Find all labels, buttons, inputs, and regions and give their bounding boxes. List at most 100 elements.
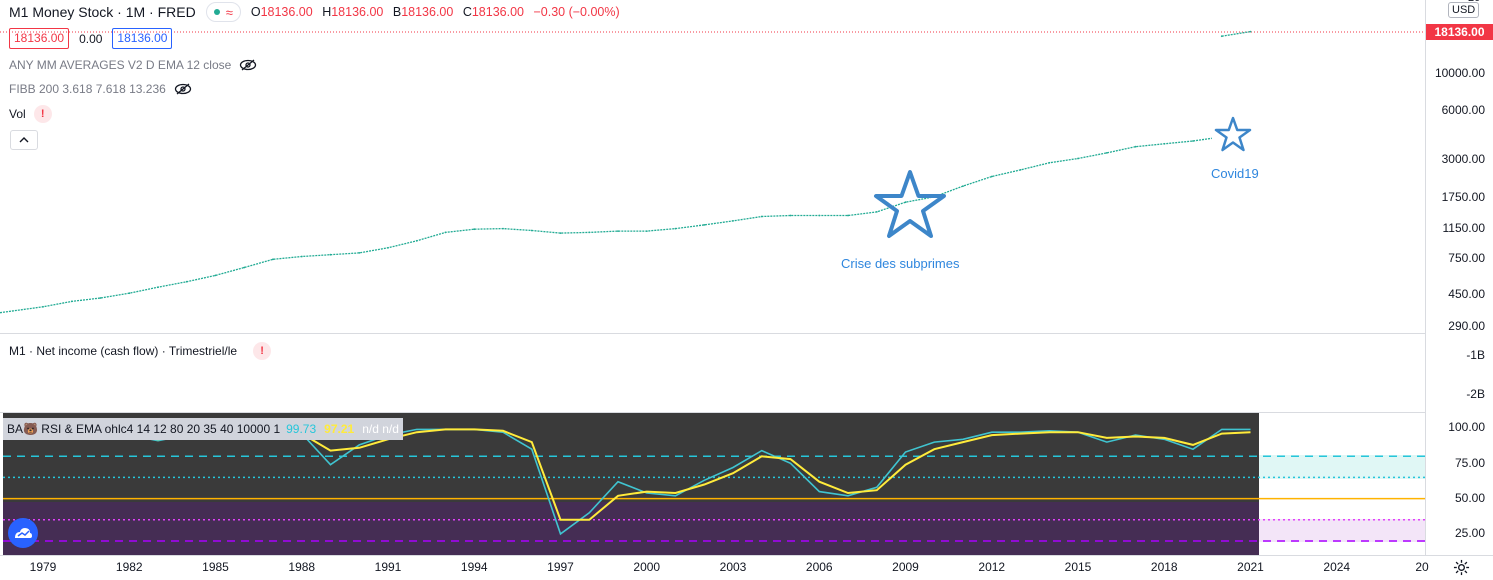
low-value: 18136.00 xyxy=(401,5,454,19)
currency-button[interactable]: USD xyxy=(1448,2,1480,18)
price-point xyxy=(329,253,332,256)
net-income-pane[interactable] xyxy=(0,334,1425,413)
warning-icon[interactable]: ! xyxy=(33,105,52,123)
time-axis-label: 2000 xyxy=(633,560,661,574)
close-label: C xyxy=(462,5,472,19)
indicator-row-vol[interactable]: Vol ! xyxy=(9,105,52,123)
indicator-row-ma[interactable]: ANY MM AVERAGES V2 D EMA 12 close xyxy=(9,58,257,72)
low-label: B xyxy=(392,5,402,19)
price-point xyxy=(128,292,131,295)
price-point xyxy=(243,266,246,269)
eye-slash-icon[interactable] xyxy=(239,59,257,71)
price-point xyxy=(559,232,562,235)
price-point xyxy=(1220,35,1223,38)
collapse-legend-button[interactable] xyxy=(10,130,38,150)
time-axis-label: 2021 xyxy=(1237,560,1264,574)
rsi-oversold-zone-ext xyxy=(1259,519,1425,542)
rsi-scale-label: 50.00 xyxy=(1454,491,1485,505)
price-point xyxy=(1048,161,1051,164)
warning-icon[interactable]: ! xyxy=(253,342,272,360)
indicator-label[interactable]: FIBB 200 3.618 7.618 13.236 xyxy=(9,82,166,96)
high-value: 18136.00 xyxy=(331,5,384,19)
change-value: −0.30 (−0.00%) xyxy=(533,5,620,19)
sell-price-button[interactable]: 18136.00 xyxy=(9,28,70,49)
net-income-label[interactable]: M1 · Net income (cash flow) · Trimestrie… xyxy=(9,344,238,358)
time-axis-label: 2003 xyxy=(719,560,747,574)
price-point xyxy=(732,220,734,222)
eye-slash-icon[interactable] xyxy=(174,83,192,95)
annotation-subprimes[interactable]: Crise des subprimes xyxy=(841,256,960,271)
price-line-post2020 xyxy=(1221,30,1251,37)
price-scale-label: 1750.00 xyxy=(1441,190,1485,204)
star-icon[interactable] xyxy=(872,168,948,240)
buy-price-button[interactable]: 18136.00 xyxy=(112,28,173,49)
price-point xyxy=(904,201,907,204)
settings-gear-icon[interactable] xyxy=(1453,559,1470,576)
price-point xyxy=(1134,145,1137,148)
indicator-label[interactable]: ANY MM AVERAGES V2 D EMA 12 close xyxy=(9,58,232,72)
price-point xyxy=(1249,30,1252,33)
open-value: 18136.00 xyxy=(260,5,313,19)
rsi-level-lines xyxy=(3,455,1425,542)
net-income-scale-label: -1B xyxy=(1466,348,1485,362)
price-point xyxy=(588,231,591,234)
time-axis-label: 1991 xyxy=(374,560,402,574)
price-point xyxy=(847,214,849,217)
trade-buttons: 18136.00 0.00 18136.00 xyxy=(9,28,173,49)
price-point xyxy=(962,185,964,188)
time-axis-label: 2006 xyxy=(805,560,833,574)
time-axis-label: 1988 xyxy=(288,560,316,574)
time-axis-label: 2015 xyxy=(1064,560,1092,574)
price-point xyxy=(875,211,878,213)
rsi-oversold-zone xyxy=(3,502,1259,555)
time-axis[interactable] xyxy=(0,555,1493,580)
price-scale-label: 3000.00 xyxy=(1441,152,1485,166)
price-point xyxy=(157,286,159,289)
rsi-label[interactable]: BA🐻 RSI & EMA ohlc4 14 12 80 20 35 40 10… xyxy=(7,422,281,436)
price-point xyxy=(1019,169,1022,171)
ohlc-values: O18136.00 H18136.00 B18136.00 C18136.00 … xyxy=(251,5,620,19)
annotation-covid[interactable]: Covid19 xyxy=(1211,166,1259,181)
price-scale-label: 290.00 xyxy=(1448,319,1485,333)
main-chart-pane[interactable] xyxy=(0,0,1425,334)
symbol-title[interactable]: M1 Money Stock · 1M · FRED xyxy=(9,4,196,20)
price-point xyxy=(387,246,389,249)
market-status-pill[interactable]: ≈ xyxy=(205,2,241,22)
rsi-scale-label: 25.00 xyxy=(1454,526,1485,540)
time-axis-label: 1982 xyxy=(115,560,143,574)
time-axis-label: 1994 xyxy=(460,560,488,574)
rsi-legend[interactable]: BA🐻 RSI & EMA ohlc4 14 12 80 20 35 40 10… xyxy=(3,418,403,440)
price-point xyxy=(99,297,102,299)
price-point xyxy=(1077,157,1079,160)
rsi-scale-label: 100.00 xyxy=(1448,420,1485,434)
time-axis-label: 1997 xyxy=(547,560,574,574)
price-point xyxy=(358,252,361,254)
net-income-legend[interactable]: M1 · Net income (cash flow) · Trimestrie… xyxy=(9,342,272,360)
spread-value: 0.00 xyxy=(79,31,103,46)
price-point xyxy=(214,274,217,277)
price-point xyxy=(502,227,504,230)
price-point xyxy=(1192,140,1194,142)
time-axis-label: 2009 xyxy=(892,560,919,574)
rsi-scale-label: 75.00 xyxy=(1454,456,1485,470)
price-point xyxy=(703,224,706,226)
rsi-overbought-zone-ext xyxy=(1259,455,1425,479)
time-axis-label: 2024 xyxy=(1323,560,1351,574)
price-scale-label: 450.00 xyxy=(1448,287,1485,301)
chevron-up-icon xyxy=(19,137,29,143)
price-scale-label: 1150.00 xyxy=(1442,221,1486,235)
price-point xyxy=(1163,142,1166,145)
price-scale[interactable] xyxy=(1425,0,1493,555)
indicator-label[interactable]: Vol xyxy=(9,107,26,121)
tradingview-logo-icon[interactable] xyxy=(8,518,38,548)
open-label: O xyxy=(250,5,261,19)
time-axis-label: 1979 xyxy=(29,560,57,574)
star-icon[interactable] xyxy=(1214,116,1252,152)
price-point xyxy=(760,215,763,218)
net-income-scale-label: -2B xyxy=(1466,387,1485,401)
price-scale-label: 750.00 xyxy=(1448,251,1485,265)
m1-price-chart[interactable] xyxy=(0,0,1425,333)
indicator-row-fibb[interactable]: FIBB 200 3.618 7.618 13.236 xyxy=(9,82,192,96)
chart-header: M1 Money Stock · 1M · FRED ≈ O18136.00 H… xyxy=(9,2,620,22)
na-values: n/d n/d xyxy=(362,422,399,436)
